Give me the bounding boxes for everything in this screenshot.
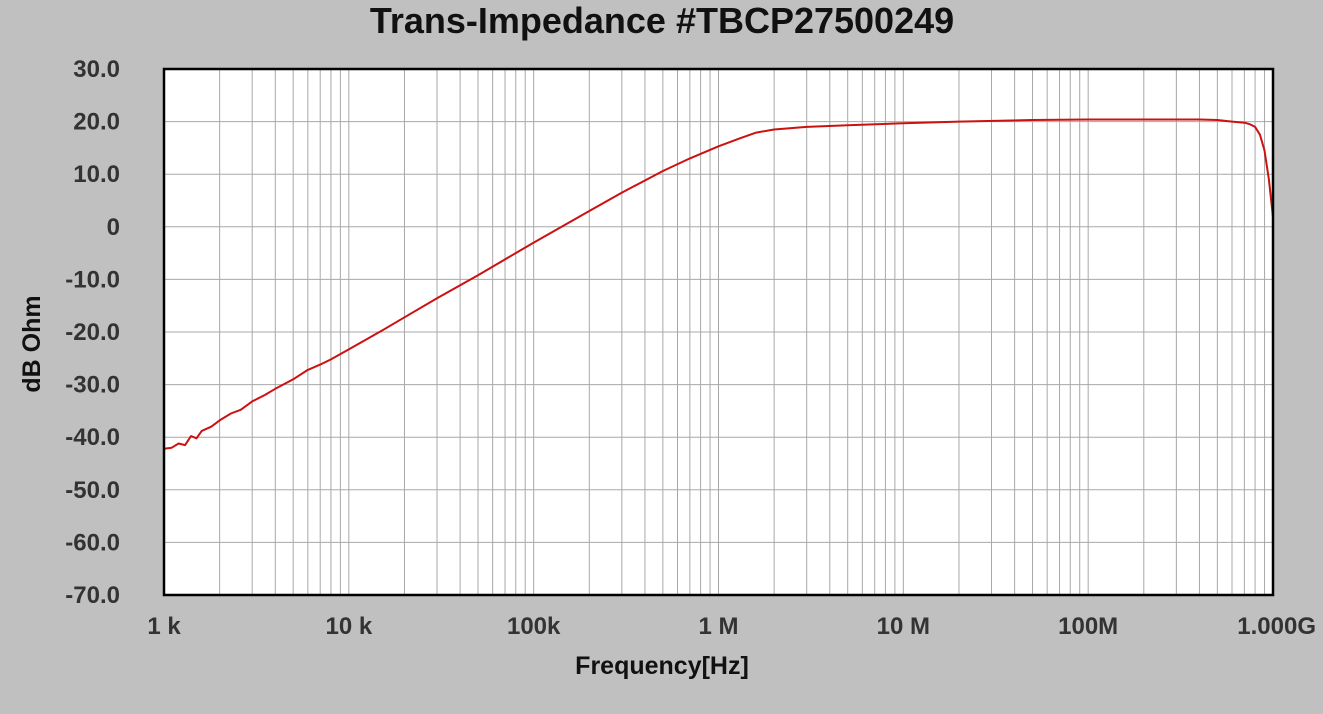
grid-lines xyxy=(164,68,1273,596)
x-tick-label: 1 k xyxy=(147,613,181,640)
y-tick-labels: 30.0 20.0 10.0 0 -10.0 -20.0 -30.0 -40.0 -50.0 -6… xyxy=(65,56,120,609)
chart-title: Trans-Impedance #TBCP27500249 xyxy=(370,0,954,41)
series-line xyxy=(163,118,1274,450)
y-tick-label: -10.0 xyxy=(65,266,120,293)
x-tick-label: 1.000G xyxy=(1237,613,1316,640)
x-axis-label: Frequency[Hz] xyxy=(575,652,749,680)
x-tick-label: 1 M xyxy=(698,613,738,640)
y-tick-label: 30.0 xyxy=(73,56,120,83)
y-tick-label: -60.0 xyxy=(65,529,120,556)
x-tick-label: 10 k xyxy=(325,613,372,640)
y-tick-label: 10.0 xyxy=(73,161,120,188)
y-tick-label: -20.0 xyxy=(65,319,120,346)
x-tick-label: 100M xyxy=(1058,613,1118,640)
series-group xyxy=(163,118,1274,450)
y-tick-label: 0 xyxy=(107,214,120,241)
x-tick-label: 10 M xyxy=(877,613,930,640)
y-tick-label: 20.0 xyxy=(73,109,120,136)
x-tick-label: 100k xyxy=(507,613,561,640)
y-tick-label: -30.0 xyxy=(65,372,120,399)
plot-frame xyxy=(162,67,1275,597)
y-tick-label: -50.0 xyxy=(65,477,120,504)
x-tick-labels: 1 k 10 k 100k 1 M 10 M 100M 1.000G xyxy=(147,613,1316,640)
y-axis-label: dB Ohm xyxy=(18,295,46,392)
y-tick-label: -70.0 xyxy=(65,582,120,609)
y-tick-label: -40.0 xyxy=(65,424,120,451)
